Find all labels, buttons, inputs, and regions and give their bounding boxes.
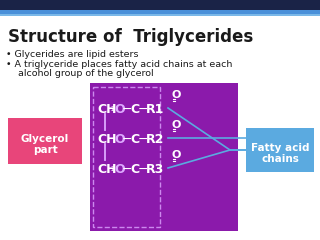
- Text: CH: CH: [97, 133, 116, 146]
- Text: Fatty acid: Fatty acid: [251, 143, 309, 153]
- Text: R3: R3: [146, 163, 164, 176]
- Text: O: O: [171, 150, 181, 160]
- Bar: [0, 10, 320, 14]
- Text: Glycerol: Glycerol: [21, 134, 69, 144]
- Bar: [90, 83, 238, 231]
- Text: O: O: [114, 163, 124, 176]
- Text: −: −: [138, 163, 148, 176]
- Text: R1: R1: [146, 103, 164, 116]
- Bar: [0, 0, 320, 10]
- Text: CH: CH: [97, 103, 116, 116]
- Bar: [8, 118, 82, 164]
- Text: 2: 2: [111, 166, 116, 172]
- Text: −: −: [122, 103, 132, 116]
- Bar: [0, 14, 320, 16]
- Text: R2: R2: [146, 133, 164, 146]
- Text: −: −: [122, 133, 132, 146]
- Text: O: O: [171, 120, 181, 130]
- Text: • Glycerides are lipid esters: • Glycerides are lipid esters: [6, 50, 139, 59]
- Text: part: part: [33, 145, 57, 155]
- Text: −: −: [138, 133, 148, 146]
- Text: C: C: [130, 103, 139, 116]
- Text: Structure of  Triglycerides: Structure of Triglycerides: [8, 28, 253, 46]
- Text: O: O: [114, 133, 124, 146]
- Text: chains: chains: [261, 154, 299, 164]
- Text: C: C: [130, 133, 139, 146]
- Text: O: O: [114, 103, 124, 116]
- Text: −: −: [138, 103, 148, 116]
- Text: • A triglyceride places fatty acid chains at each: • A triglyceride places fatty acid chain…: [6, 60, 232, 69]
- Text: alcohol group of the glycerol: alcohol group of the glycerol: [12, 69, 154, 78]
- Bar: [246, 128, 314, 172]
- Text: C: C: [130, 163, 139, 176]
- Text: CH: CH: [97, 163, 116, 176]
- Text: O: O: [171, 90, 181, 100]
- Text: −: −: [122, 163, 132, 176]
- Bar: [93, 87, 160, 227]
- Text: 2: 2: [111, 106, 116, 112]
